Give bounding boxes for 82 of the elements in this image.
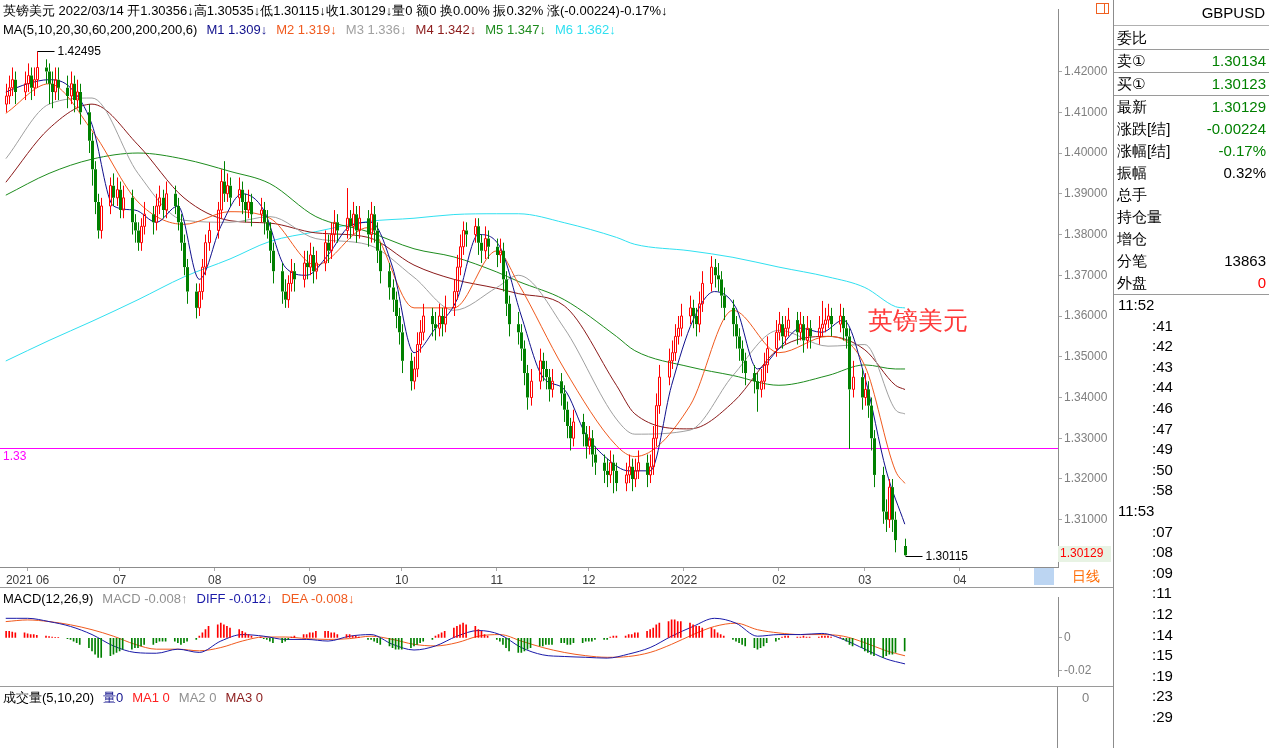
text: 成交量(5,10,20) <box>3 690 95 705</box>
x-tick-label: 08 <box>207 572 222 587</box>
text: MA2 0 <box>178 690 217 705</box>
x-tick-label: 04 <box>953 572 967 587</box>
text: M6 1.362↓ <box>554 22 616 37</box>
text: MA(5,10,20,30,60,200,200,200,6) <box>3 22 198 37</box>
text: 卖① 1.30134 <box>1117 52 1266 69</box>
text: 外盘 0 <box>1117 274 1266 291</box>
y-tick-label: 1.31000 <box>1064 512 1108 527</box>
x-tick-label: 09 <box>303 572 317 587</box>
text: :44 <box>1152 377 1173 398</box>
y-tick-label: 1.34000 <box>1064 389 1108 404</box>
annotation: 1.30115 <box>925 548 969 563</box>
y-tick-label: 1.39000 <box>1064 186 1108 201</box>
text: :50 <box>1152 459 1173 480</box>
y-tick-label: 1.36000 <box>1064 308 1108 323</box>
annotation: 1.42495 <box>57 43 102 58</box>
text: :11 <box>1152 583 1172 604</box>
text: 总手 <box>1117 185 1147 205</box>
text: 11:53 <box>1118 501 1155 521</box>
text: 分笔 13863 <box>1117 252 1266 269</box>
text: M1 1.309↓ <box>206 22 268 37</box>
text: DIFF -0.012↓ <box>196 591 273 606</box>
text: MACD -0.008↑ <box>102 591 188 606</box>
text: MA3 0 <box>225 690 264 705</box>
text: M2 1.319↓ <box>276 22 337 37</box>
chart-title: 英镑美元 2022/03/14 开1.30356↓高1.30535↓低1.30115↓收1.30129↓量0 额0 换0.00% 振0.32% 涨(-0.00224)-0.17%↓ <box>3 3 668 18</box>
y-tick-label: -0.02 <box>1064 662 1092 677</box>
x-tick-label: 10 <box>395 572 409 587</box>
text: :42 <box>1152 336 1173 357</box>
text: :08 <box>1152 542 1173 563</box>
x-tick-label: 2022 <box>670 572 698 587</box>
text: M4 1.342↓ <box>415 22 477 37</box>
text: :19 <box>1152 665 1173 686</box>
y-tick-label: 1.41000 <box>1064 104 1108 119</box>
text: 涨跌[结] -0.00224 <box>1117 120 1266 137</box>
y-tick-label: 1.38000 <box>1064 226 1108 241</box>
text: :58 <box>1152 480 1173 501</box>
text: :07 <box>1152 521 1173 542</box>
text: 买① 1.30123 <box>1117 75 1266 92</box>
text: 最新 1.30129 <box>1117 98 1266 115</box>
text: :15 <box>1152 645 1173 666</box>
y-tick-label: 1.32000 <box>1064 471 1108 486</box>
text: :49 <box>1152 439 1173 460</box>
text: 振幅 0.32% <box>1117 164 1266 181</box>
text: :41 <box>1152 315 1173 336</box>
text: :12 <box>1152 604 1173 624</box>
x-tick-label: 12 <box>582 572 596 587</box>
text: 委比 <box>1117 28 1147 48</box>
y-tick-label: 1.37000 <box>1064 267 1108 282</box>
y-tick-label: 1.42000 <box>1064 63 1108 78</box>
text: GBPUSD <box>1201 4 1265 21</box>
text: MA1 0 <box>132 690 170 705</box>
text: 增仓 <box>1117 229 1147 249</box>
y-tick-label: 0 <box>1064 630 1071 645</box>
ref-line-label: 1.33 <box>3 448 27 463</box>
text: M3 1.336↓ <box>345 22 407 37</box>
text: :46 <box>1152 398 1173 418</box>
text: :09 <box>1152 562 1173 583</box>
chart-title: MACD(12,26,9) <box>3 591 94 606</box>
text: :43 <box>1152 356 1173 377</box>
x-tick-label: 11 <box>490 572 504 587</box>
text: :23 <box>1152 686 1173 707</box>
x-tick-label: 03 <box>858 572 872 587</box>
x-tick-label: 02 <box>772 572 786 587</box>
text: DEA -0.008↓ <box>281 591 355 606</box>
annotation: 英镑美元 <box>868 305 968 334</box>
text: M5 1.347↓ <box>485 22 546 37</box>
text: 涨幅[结] -0.17% <box>1117 142 1266 159</box>
text: 日线 <box>1072 567 1100 584</box>
text: :14 <box>1152 624 1173 645</box>
x-tick-label: 07 <box>112 572 127 587</box>
text: :47 <box>1152 418 1173 439</box>
y-tick-label: 1.33000 <box>1064 430 1108 445</box>
y-tick-label: 1.35000 <box>1064 349 1108 364</box>
text: 1.30129 <box>1060 546 1104 561</box>
text: 持仓量 <box>1117 207 1162 227</box>
text: 11:52 <box>1118 295 1155 315</box>
text: :29 <box>1152 707 1173 727</box>
x-tick-label: 2021 06 <box>5 572 50 587</box>
text: 量0 <box>103 690 124 705</box>
y-tick-label: 1.40000 <box>1064 145 1108 160</box>
